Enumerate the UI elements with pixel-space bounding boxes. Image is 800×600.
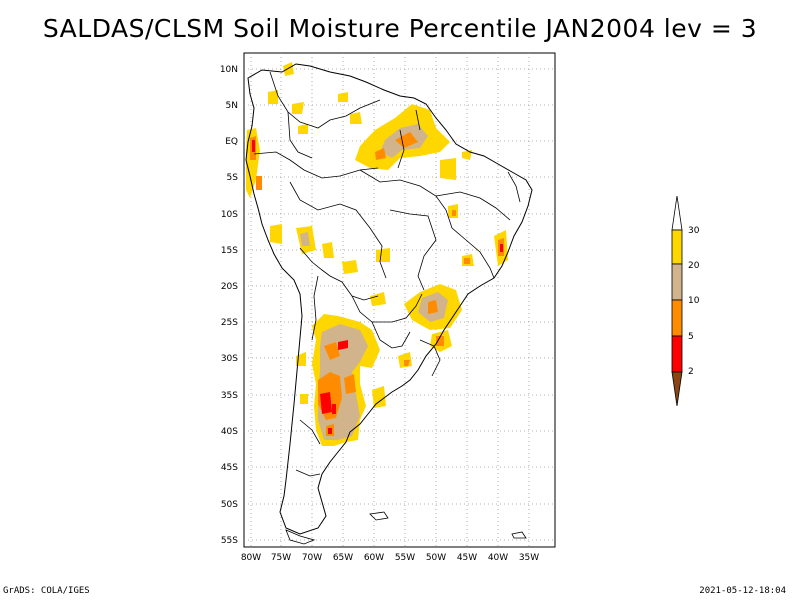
lon-label: 80W <box>241 553 261 563</box>
lat-label: 10S <box>221 210 238 220</box>
lon-label: 40W <box>488 553 508 563</box>
longitude-labels: 80W 75W 70W 65W 60W 55W 50W 45W 40W 35W <box>241 553 539 563</box>
lat-label: 5N <box>226 101 238 111</box>
latitude-labels: 10N 5N EQ 5S 10S 15S 20S 25S 30S 35S 40S… <box>220 65 238 546</box>
lon-label: 60W <box>364 553 384 563</box>
islands <box>285 511 527 545</box>
footer-timestamp: 2021-05-12-18:04 <box>699 586 786 596</box>
lon-label: 35W <box>519 553 539 563</box>
colorbar-band-20-30 <box>671 229 683 265</box>
lat-label: 20S <box>221 282 238 292</box>
colorbar-band-5-10 <box>671 299 683 337</box>
lat-label: 40S <box>221 427 238 437</box>
colorbar-band-10-20 <box>671 263 683 301</box>
lat-label: EQ <box>225 137 238 147</box>
lat-label: 5S <box>227 173 239 183</box>
lon-label: 45W <box>457 553 477 563</box>
lat-label: 50S <box>221 500 238 510</box>
colorbar-label: 20 <box>688 261 700 271</box>
lat-label: 30S <box>221 354 238 364</box>
lon-label: 50W <box>426 553 446 563</box>
lat-label: 10N <box>220 65 238 75</box>
colorbar-label: 2 <box>688 367 694 377</box>
colorbar-label: 30 <box>688 226 700 236</box>
lon-label: 70W <box>302 553 322 563</box>
colorbar: 2 5 10 20 30 <box>671 195 700 407</box>
colorbar-label: 5 <box>688 332 694 342</box>
footer-credit: GrADS: COLA/IGES <box>3 586 90 596</box>
lat-label: 55S <box>221 536 238 546</box>
lat-label: 25S <box>221 318 238 328</box>
lat-label: 45S <box>221 463 238 473</box>
map-title: SALDAS/CLSM Soil Moisture Percentile JAN… <box>42 14 758 43</box>
colorbar-bottom-triangle <box>671 371 683 407</box>
continent-outline <box>245 63 533 535</box>
percentile-shading <box>246 62 508 446</box>
lon-label: 65W <box>333 553 353 563</box>
lat-label: 15S <box>221 246 238 256</box>
country-borders <box>253 71 521 477</box>
colorbar-top-triangle <box>671 195 683 231</box>
colorbar-label: 10 <box>688 296 700 306</box>
colorbar-band-2-5 <box>671 335 683 373</box>
lat-label: 35S <box>221 391 238 401</box>
lon-label: 55W <box>395 553 415 563</box>
lon-label: 75W <box>271 553 291 563</box>
